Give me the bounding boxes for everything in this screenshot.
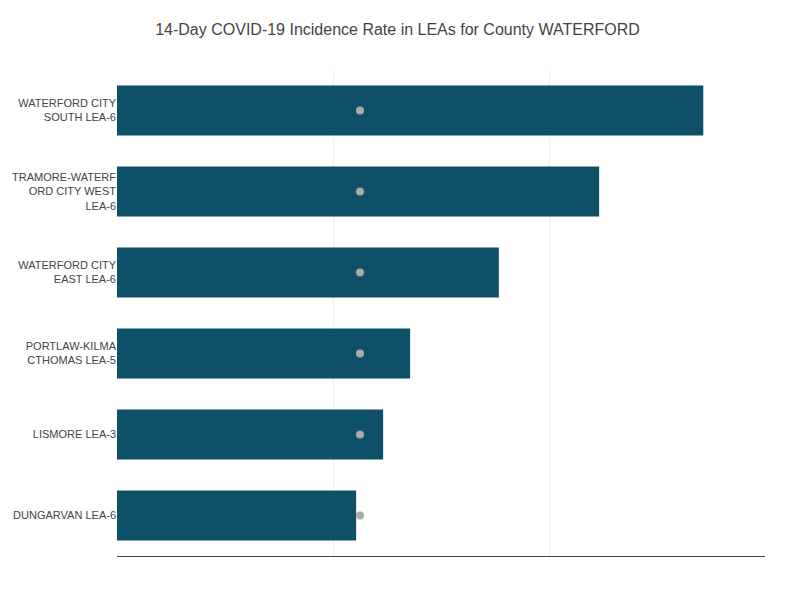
svg-text:DUNGARVAN LEA-6: DUNGARVAN LEA-6 (13, 509, 116, 521)
svg-text:WATERFORD CITYSOUTH LEA-6: WATERFORD CITYSOUTH LEA-6 (18, 97, 116, 123)
svg-text:WATERFORD CITYEAST LEA-6: WATERFORD CITYEAST LEA-6 (18, 259, 116, 285)
svg-text:14-Day COVID-19 Incidence Rate: 14-Day COVID-19 Incidence Rate in LEAs f… (155, 21, 640, 38)
svg-text:TRAMORE-WATERFORD CITY WESTLEA: TRAMORE-WATERFORD CITY WESTLEA-6 (12, 171, 116, 212)
svg-text:PORTLAW-KILMACTHOMAS LEA-5: PORTLAW-KILMACTHOMAS LEA-5 (26, 340, 117, 366)
svg-text:LISMORE LEA-3: LISMORE LEA-3 (33, 428, 116, 440)
